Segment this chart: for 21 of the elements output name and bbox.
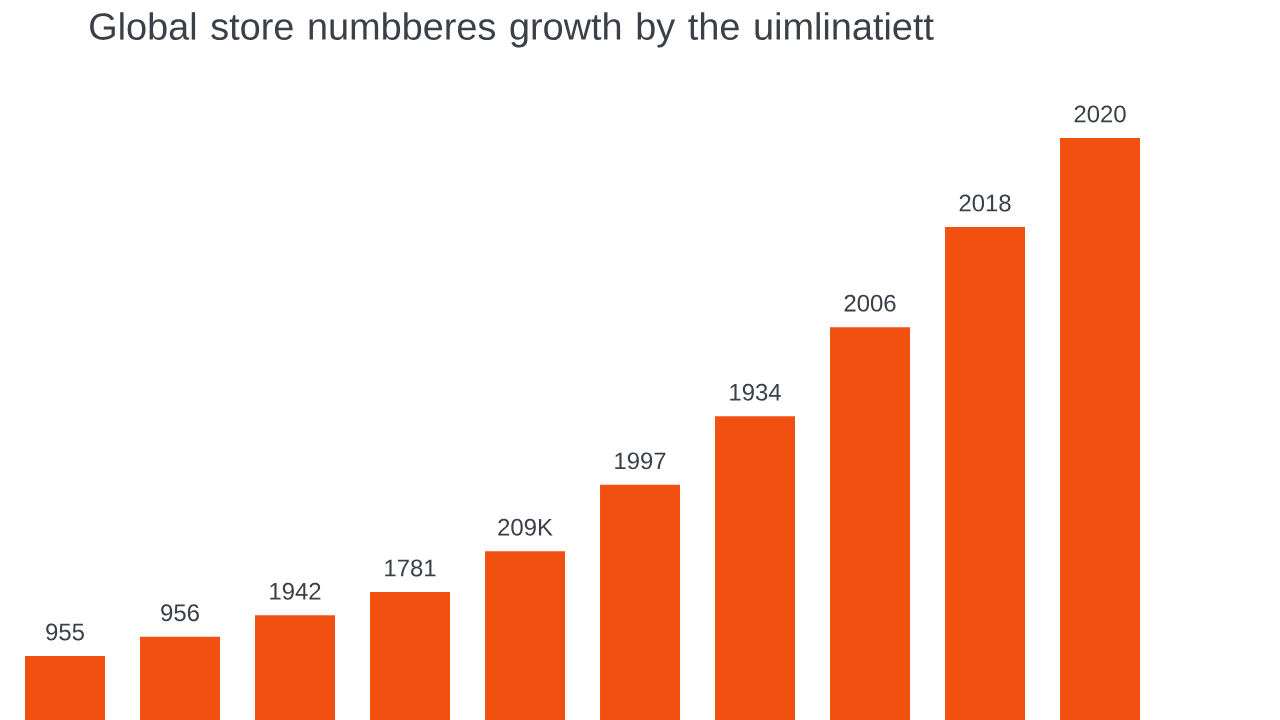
x-tick-label: 956 xyxy=(161,604,199,622)
x-tick-label: 2020 xyxy=(1074,105,1126,123)
x-tick-label: 955 xyxy=(46,623,84,641)
x-tick-label: 209K xyxy=(498,518,553,536)
bar xyxy=(1060,137,1141,720)
bar xyxy=(140,636,221,720)
bar xyxy=(945,227,1026,720)
bar xyxy=(255,615,336,720)
x-tick-label: 1942 xyxy=(270,582,321,600)
x-tick-label: 2006 xyxy=(844,294,896,312)
bar xyxy=(830,327,911,720)
chart-title: Global store numbberes growth by the uimlinatiett xyxy=(90,12,934,48)
bar xyxy=(485,551,566,720)
bar xyxy=(25,655,106,720)
bar xyxy=(600,484,681,720)
x-tick-label: 1934 xyxy=(730,383,781,401)
bar xyxy=(715,416,796,720)
bar xyxy=(370,591,451,720)
x-tick-label: 2018 xyxy=(959,194,1011,212)
x-tick-label: 1781 xyxy=(385,559,436,577)
x-tick-label: 1997 xyxy=(615,452,666,470)
